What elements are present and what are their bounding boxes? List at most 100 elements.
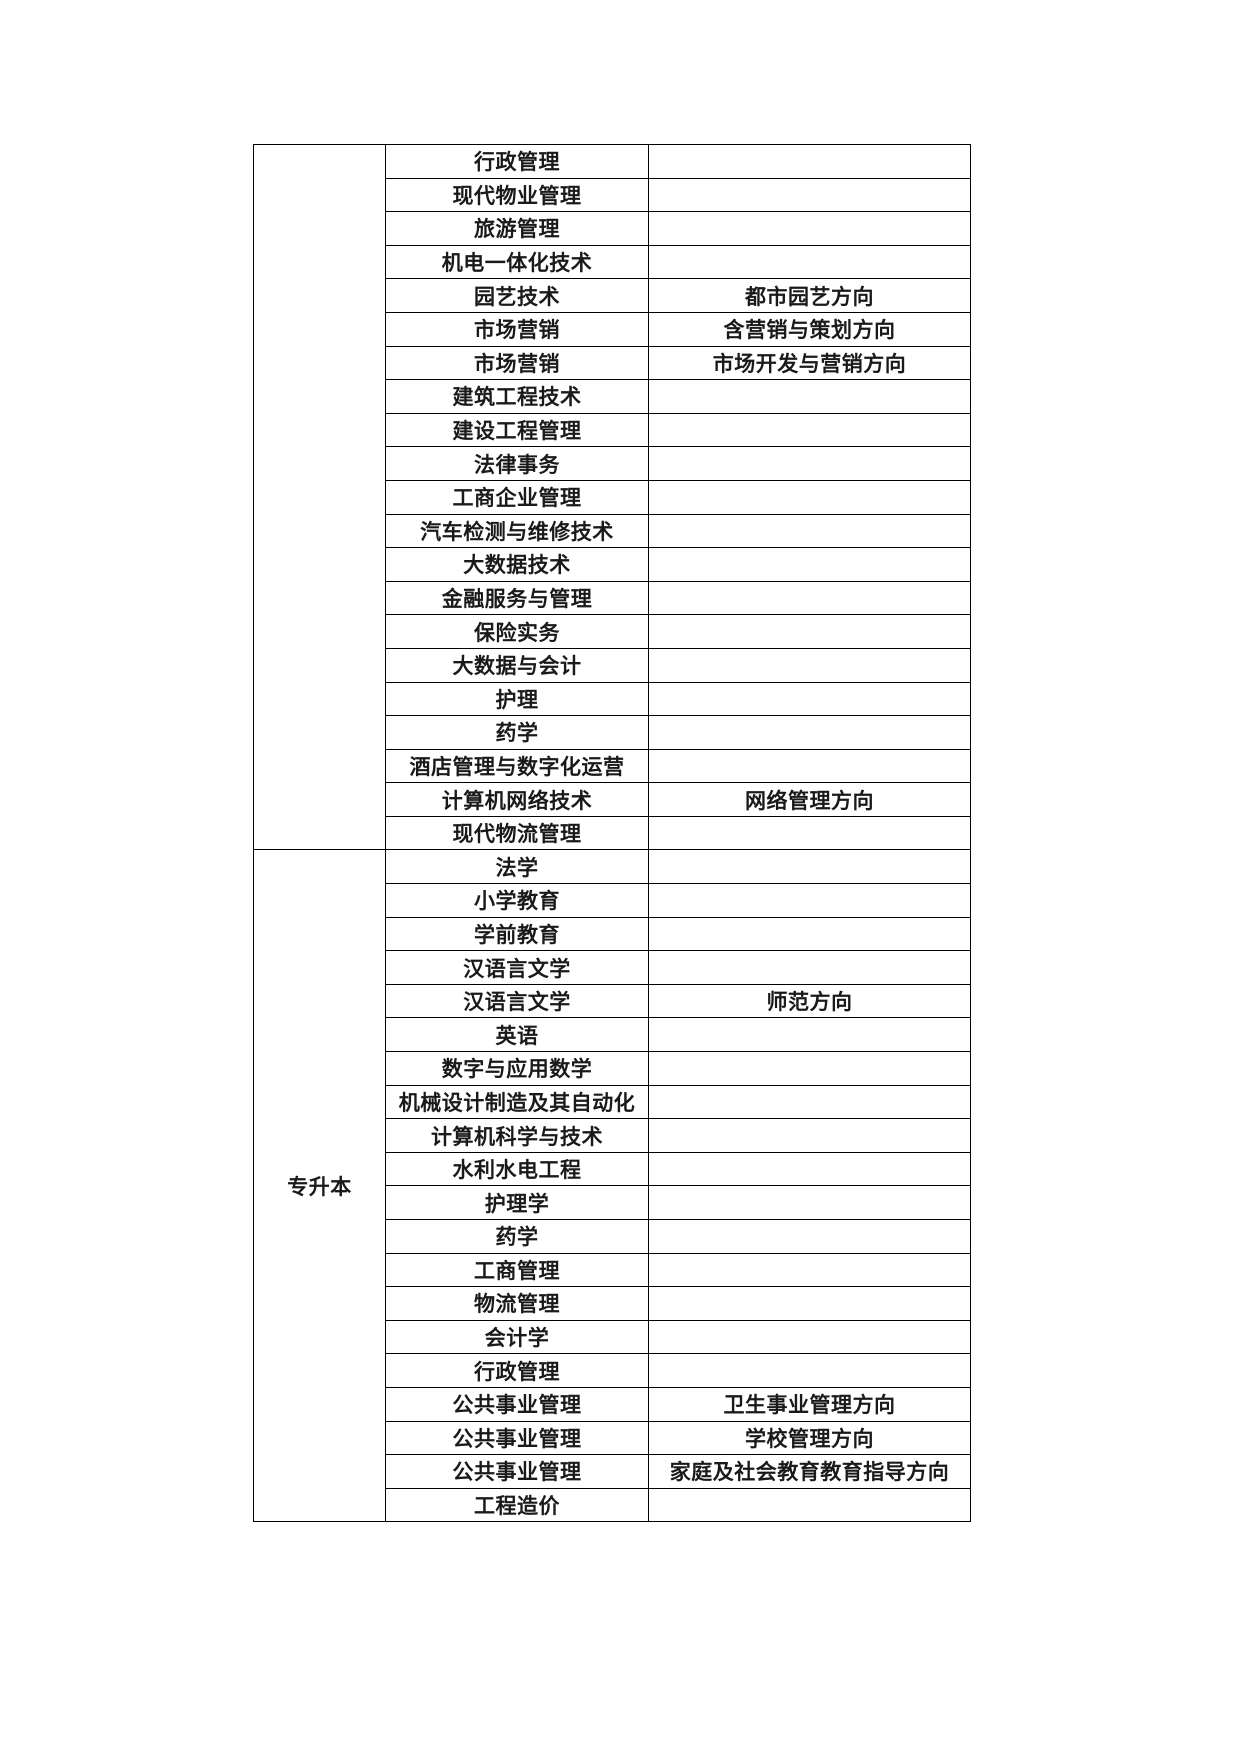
major-cell: 药学 [385,1219,649,1254]
major-cell: 物流管理 [385,1286,649,1321]
direction-cell [648,1286,971,1321]
direction-cell [648,1084,971,1120]
major-cell: 建筑工程技术 [385,379,649,414]
major-cell: 旅游管理 [385,211,649,246]
major-cell: 公共事业管理 [385,1386,649,1422]
direction-cell [648,849,971,885]
table-row: 工程造价 [254,1487,971,1523]
direction-cell: 市场开发与营销方向 [648,345,971,381]
direction-cell [648,1017,971,1053]
direction-cell: 卫生事业管理方向 [648,1386,971,1422]
table-row: 计算机科学与技术 [254,1118,971,1153]
table-row: 建筑工程技术 [254,379,971,414]
major-cell: 大数据技术 [385,547,649,582]
direction-cell [648,412,971,448]
direction-cell [648,1051,971,1086]
major-cell: 法学 [385,849,649,885]
table-row: 现代物业管理 [254,177,971,213]
direction-cell [648,1252,971,1288]
table-row: 药学 [254,715,971,750]
direction-cell [648,748,971,784]
direction-cell [648,547,971,582]
major-cell: 行政管理 [385,1353,649,1388]
direction-cell [648,815,971,851]
direction-cell [648,379,971,414]
major-cell: 会计学 [385,1319,649,1355]
major-cell: 市场营销 [385,311,649,347]
major-cell: 工商管理 [385,1252,649,1288]
major-cell: 药学 [385,715,649,750]
table-row: 护理学 [254,1185,971,1220]
major-cell: 工商企业管理 [385,479,649,515]
direction-cell [648,1151,971,1187]
table-row: 现代物流管理 [254,815,971,851]
major-cell: 建设工程管理 [385,412,649,448]
major-cell: 小学教育 [385,883,649,918]
direction-cell [648,479,971,515]
table-row: 行政管理 [253,143,971,851]
direction-cell [648,513,971,549]
major-cell: 护理 [385,681,649,717]
table-row: 法律事务 [254,446,971,481]
direction-cell: 家庭及社会教育教育指导方向 [648,1454,971,1489]
major-cell: 市场营销 [385,345,649,381]
direction-cell: 学校管理方向 [648,1420,971,1456]
direction-cell [648,446,971,481]
direction-cell [648,1185,971,1220]
table-row: 汽车检测与维修技术 [254,513,971,549]
direction-cell [648,1118,971,1153]
major-cell: 现代物流管理 [385,815,649,851]
major-cell: 保险实务 [385,614,649,649]
major-cell: 机电一体化技术 [385,244,649,280]
table-row: 市场营销 市场开发与营销方向 [254,345,971,381]
major-cell: 数字与应用数学 [385,1051,649,1086]
direction-cell [648,211,971,246]
major-cell: 汉语言文学 [385,983,649,1019]
direction-cell [648,580,971,616]
direction-cell: 网络管理方向 [648,782,971,817]
major-cell: 公共事业管理 [385,1420,649,1456]
major-cell: 计算机科学与技术 [385,1118,649,1153]
major-cell: 水利水电工程 [385,1151,649,1187]
direction-cell: 师范方向 [648,983,971,1019]
major-cell: 现代物业管理 [385,177,649,213]
major-cell: 护理学 [385,1185,649,1220]
table-row: 行政管理 [254,1353,971,1388]
direction-cell [648,1487,971,1523]
programs-table: 行政管理 现代物业管理 旅游管理 机电一体化技术 园艺技术 都市园艺方向 市场营销 含营销与策… [253,143,971,1523]
table-row: 英语 [254,1017,971,1053]
major-cell: 公共事业管理 [385,1454,649,1489]
major-cell: 计算机网络技术 [385,782,649,817]
major-cell: 大数据与会计 [385,647,649,683]
direction-cell [648,177,971,213]
table-row: 保险实务 [254,614,971,649]
table-row: 市场营销 含营销与策划方向 [254,311,971,347]
major-cell: 英语 [385,1017,649,1053]
major-cell: 汉语言文学 [385,950,649,985]
programs-table-body: 行政管理 现代物业管理 旅游管理 机电一体化技术 园艺技术 都市园艺方向 市场营销 含营销与策… [253,143,971,1523]
major-cell: 法律事务 [385,446,649,481]
table-row: 护理 [254,681,971,717]
direction-cell [648,244,971,280]
table-row: 机械设计制造及其自动化 [254,1084,971,1120]
direction-cell [648,916,971,952]
major-cell: 汽车检测与维修技术 [385,513,649,549]
table-row: 公共事业管理 家庭及社会教育教育指导方向 [254,1454,971,1489]
table-row: 专升本 法学 [253,849,971,1523]
direction-cell [648,681,971,717]
major-cell: 金融服务与管理 [385,580,649,616]
table-row: 小学教育 [254,883,971,918]
direction-cell [648,1353,971,1388]
table-row: 公共事业管理 学校管理方向 [254,1420,971,1456]
table-row: 金融服务与管理 [254,580,971,616]
major-cell: 行政管理 [385,144,649,179]
table-row: 药学 [254,1219,971,1254]
table-row: 工商企业管理 [254,479,971,515]
direction-cell [648,647,971,683]
direction-cell [648,950,971,985]
table-row: 公共事业管理 卫生事业管理方向 [254,1386,971,1422]
direction-cell: 都市园艺方向 [648,278,971,313]
direction-cell [648,883,971,918]
major-cell: 工程造价 [385,1487,649,1523]
